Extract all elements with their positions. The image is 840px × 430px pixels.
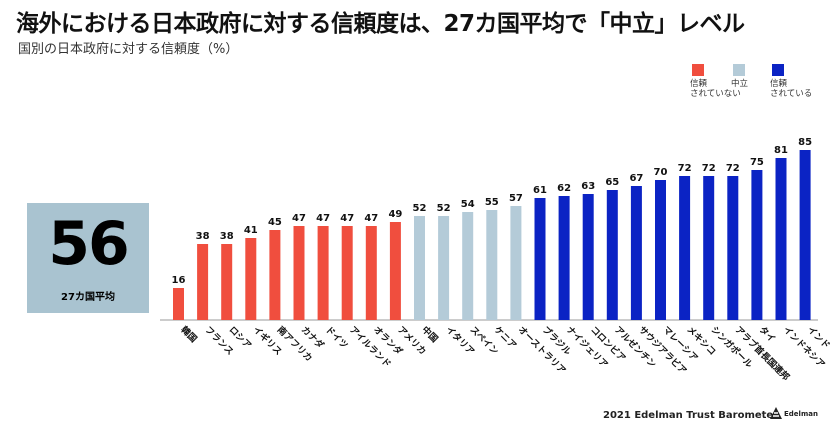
data-label-9: 47 [364,213,378,224]
bar-19 [606,190,618,320]
category-label-17: ナイジェリア [564,324,610,370]
data-label-3: 38 [220,231,234,242]
data-label-6: 47 [292,213,306,224]
bar-21 [655,180,666,320]
data-label-4: 41 [244,225,258,236]
bar-8 [341,226,353,320]
category-label-1: 韓国 [178,324,199,345]
source-footer: 2021 Edelman Trust Barometer [603,410,779,421]
legend-label-distrust-2: されていない [690,89,741,99]
bar-11 [414,216,425,320]
edelman-logo-icon [770,407,782,419]
bar-17 [558,196,570,320]
legend-swatch-distrust [692,64,704,76]
data-label-5: 45 [268,217,282,228]
data-label-21: 70 [654,167,668,178]
category-label-26: インドネシア [781,324,827,370]
bar-13 [462,212,474,320]
bar-25 [751,170,763,320]
bar-24 [727,176,739,320]
average-box: 56 27カ国平均 [27,203,149,313]
bar-12 [438,216,450,320]
data-label-26: 81 [774,145,788,156]
legend-label-neutral: 中立 [731,79,749,89]
legend-item-neutral: 中立 [731,64,801,89]
data-label-17: 62 [557,183,571,194]
logo-text: Edelman [784,410,818,418]
data-label-27: 85 [798,137,812,148]
category-label-25: タイ [757,324,778,345]
bar-6 [293,226,305,320]
bar-26 [775,158,787,320]
average-label: 27カ国平均 [61,292,115,303]
data-label-25: 75 [750,157,764,168]
data-label-18: 63 [581,181,595,192]
legend-item-distrust: 信頼 されていない [690,64,760,99]
legend-swatch-neutral [733,64,745,76]
data-label-24: 72 [726,163,740,174]
legend-swatch-trust [772,64,784,76]
data-label-11: 52 [413,203,427,214]
data-label-15: 57 [509,193,523,204]
category-label-11: 中国 [419,324,440,345]
data-label-7: 47 [316,213,330,224]
bar-15 [510,206,522,320]
bar-9 [365,226,377,320]
bar-23 [703,176,715,320]
category-label-7: ドイツ [323,324,350,351]
bar-16 [534,198,546,320]
legend-label-trust-1: 信頼 [770,79,788,89]
data-label-23: 72 [702,163,716,174]
page-title: 海外における日本政府に対する信頼度は、27カ国平均で「中立」レベル [16,11,745,37]
data-label-2: 38 [196,231,210,242]
data-label-20: 67 [629,173,643,184]
bar-10 [389,222,401,320]
bar-5 [269,230,281,320]
legend-item-trust: 信頼 されている [770,64,840,99]
data-label-14: 55 [485,197,499,208]
legend-label-trust-2: されている [770,89,813,99]
bar-7 [317,226,329,320]
chart-subtitle: 国別の日本政府に対する信頼度（%） [18,42,239,57]
bar-22 [679,176,691,320]
data-label-10: 49 [388,209,402,220]
bar-4 [245,238,257,320]
data-label-16: 61 [533,185,547,196]
bar-2 [197,244,209,320]
data-label-12: 52 [437,203,451,214]
bar-20 [630,186,642,320]
bar-14 [486,210,498,320]
average-value: 56 [48,209,130,279]
data-label-13: 54 [461,199,475,210]
bar-27 [799,150,811,320]
data-label-22: 72 [678,163,692,174]
category-label-8: アイルランド [347,324,393,370]
data-label-8: 47 [340,213,354,224]
data-label-19: 65 [605,177,619,188]
data-label-1: 16 [172,275,186,286]
legend-label-distrust-1: 信頼 [690,79,708,89]
bar-3 [221,244,233,320]
bar-1 [173,288,184,320]
bar-18 [582,194,594,320]
